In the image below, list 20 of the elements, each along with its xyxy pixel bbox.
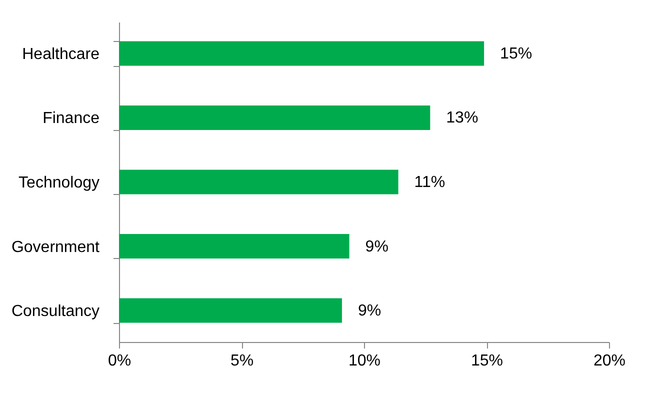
y-tick-label: Finance bbox=[42, 110, 100, 128]
y-tick-label: Healthcare bbox=[22, 46, 100, 63]
bar bbox=[119, 106, 430, 130]
x-tick-label: 15% bbox=[470, 352, 504, 370]
data-label: 9% bbox=[365, 238, 388, 256]
x-tick-label: 10% bbox=[348, 352, 381, 370]
bar bbox=[119, 170, 398, 194]
y-tick-label: Technology bbox=[18, 174, 100, 192]
y-tick-label: Consultancy bbox=[11, 303, 100, 320]
y-tick-label: Government bbox=[11, 238, 100, 256]
bar bbox=[119, 41, 484, 66]
x-tick-label: 5% bbox=[230, 352, 254, 370]
x-tick-label: 0% bbox=[108, 352, 132, 370]
data-label: 11% bbox=[414, 174, 446, 191]
data-label: 9% bbox=[358, 302, 382, 320]
bar bbox=[119, 298, 342, 323]
x-tick-label: 20% bbox=[593, 352, 626, 370]
bar bbox=[119, 234, 350, 258]
data-label: 15% bbox=[500, 45, 532, 62]
data-label: 13% bbox=[446, 110, 478, 127]
